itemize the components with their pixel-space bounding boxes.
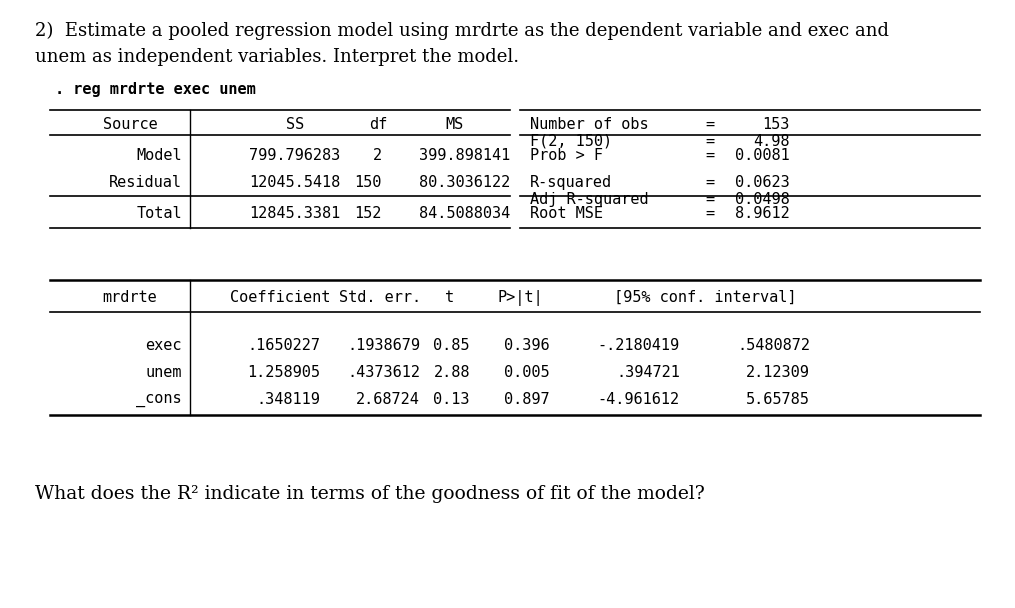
Text: 2.68724: 2.68724 — [356, 392, 420, 407]
Text: MS: MS — [446, 117, 464, 132]
Text: 0.13: 0.13 — [433, 392, 470, 407]
Text: -4.961612: -4.961612 — [598, 392, 680, 407]
Text: Std. err.: Std. err. — [339, 290, 421, 305]
Text: Number of obs: Number of obs — [530, 117, 649, 132]
Text: _cons: _cons — [136, 392, 182, 407]
Text: 2)  Estimate a pooled regression model using mrdrte as the dependent variable an: 2) Estimate a pooled regression model us… — [35, 22, 889, 40]
Text: 12845.3381: 12845.3381 — [249, 206, 340, 221]
Text: 0.396: 0.396 — [504, 338, 550, 353]
Text: SS: SS — [286, 117, 304, 132]
Text: =: = — [705, 192, 715, 207]
Text: What does the R² indicate in terms of the goodness of fit of the model?: What does the R² indicate in terms of th… — [35, 485, 704, 503]
Text: 2: 2 — [373, 148, 382, 163]
Text: Source: Source — [103, 117, 157, 132]
Text: .394721: .394721 — [616, 365, 680, 380]
Text: 0.897: 0.897 — [504, 392, 550, 407]
Text: R-squared: R-squared — [530, 175, 612, 190]
Text: =: = — [705, 148, 715, 163]
Text: 0.85: 0.85 — [433, 338, 470, 353]
Text: 799.796283: 799.796283 — [249, 148, 340, 163]
Text: .4373612: .4373612 — [347, 365, 420, 380]
Text: -.2180419: -.2180419 — [598, 338, 680, 353]
Text: 399.898141: 399.898141 — [419, 148, 510, 163]
Text: Total: Total — [136, 206, 182, 221]
Text: Residual: Residual — [109, 175, 182, 190]
Text: .5480872: .5480872 — [737, 338, 810, 353]
Text: [95% conf. interval]: [95% conf. interval] — [614, 290, 796, 305]
Text: 2.12309: 2.12309 — [746, 365, 810, 380]
Text: 84.5088034: 84.5088034 — [419, 206, 510, 221]
Text: . reg mrdrte exec unem: . reg mrdrte exec unem — [55, 82, 256, 97]
Text: 2.88: 2.88 — [433, 365, 470, 380]
Text: 80.3036122: 80.3036122 — [419, 175, 510, 190]
Text: Root MSE: Root MSE — [530, 206, 603, 221]
Text: =: = — [705, 206, 715, 221]
Text: 12045.5418: 12045.5418 — [249, 175, 340, 190]
Text: F(2, 150): F(2, 150) — [530, 134, 612, 149]
Text: 4.98: 4.98 — [753, 134, 790, 149]
Text: Prob > F: Prob > F — [530, 148, 603, 163]
Text: 0.0498: 0.0498 — [735, 192, 790, 207]
Text: 0.0081: 0.0081 — [735, 148, 790, 163]
Text: unem: unem — [145, 365, 182, 380]
Text: mrdrte: mrdrte — [103, 290, 157, 305]
Text: 8.9612: 8.9612 — [735, 206, 790, 221]
Text: exec: exec — [145, 338, 182, 353]
Text: Model: Model — [136, 148, 182, 163]
Text: 153: 153 — [762, 117, 790, 132]
Text: =: = — [705, 175, 715, 190]
Text: 5.65785: 5.65785 — [746, 392, 810, 407]
Text: 1.258905: 1.258905 — [247, 365, 320, 380]
Text: 152: 152 — [354, 206, 382, 221]
Text: .1650227: .1650227 — [247, 338, 320, 353]
Text: =: = — [705, 134, 715, 149]
Text: Coefficient: Coefficient — [229, 290, 330, 305]
Text: 150: 150 — [354, 175, 382, 190]
Text: 0.005: 0.005 — [504, 365, 550, 380]
Text: .348119: .348119 — [256, 392, 320, 407]
Text: =: = — [705, 117, 715, 132]
Text: 0.0623: 0.0623 — [735, 175, 790, 190]
Text: .1938679: .1938679 — [347, 338, 420, 353]
Text: P>|t|: P>|t| — [497, 290, 543, 306]
Text: Adj R-squared: Adj R-squared — [530, 192, 649, 207]
Text: t: t — [446, 290, 455, 305]
Text: unem as independent variables. Interpret the model.: unem as independent variables. Interpret… — [35, 48, 519, 66]
Text: df: df — [368, 117, 387, 132]
